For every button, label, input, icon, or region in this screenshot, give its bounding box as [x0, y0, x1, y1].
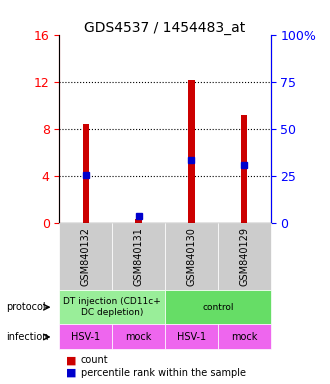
Text: percentile rank within the sample: percentile rank within the sample [81, 368, 246, 378]
Text: GSM840131: GSM840131 [134, 227, 144, 286]
Bar [241, 114, 248, 223]
Text: HSV-1: HSV-1 [177, 332, 206, 342]
Text: ■: ■ [66, 368, 77, 378]
Text: ■: ■ [66, 355, 77, 365]
Text: GSM840129: GSM840129 [239, 227, 249, 286]
Bar [135, 219, 142, 223]
Text: control: control [202, 303, 234, 312]
Text: GDS4537 / 1454483_at: GDS4537 / 1454483_at [84, 21, 246, 35]
Bar [82, 124, 89, 223]
Text: count: count [81, 355, 109, 365]
Text: protocol: protocol [7, 302, 46, 312]
Text: GSM840132: GSM840132 [81, 227, 91, 286]
Text: DT injection (CD11c+
DC depletion): DT injection (CD11c+ DC depletion) [63, 298, 161, 317]
Bar [188, 80, 195, 223]
Text: HSV-1: HSV-1 [71, 332, 100, 342]
Text: mock: mock [231, 332, 257, 342]
Text: GSM840130: GSM840130 [186, 227, 196, 286]
Text: mock: mock [125, 332, 152, 342]
Text: infection: infection [7, 332, 49, 342]
